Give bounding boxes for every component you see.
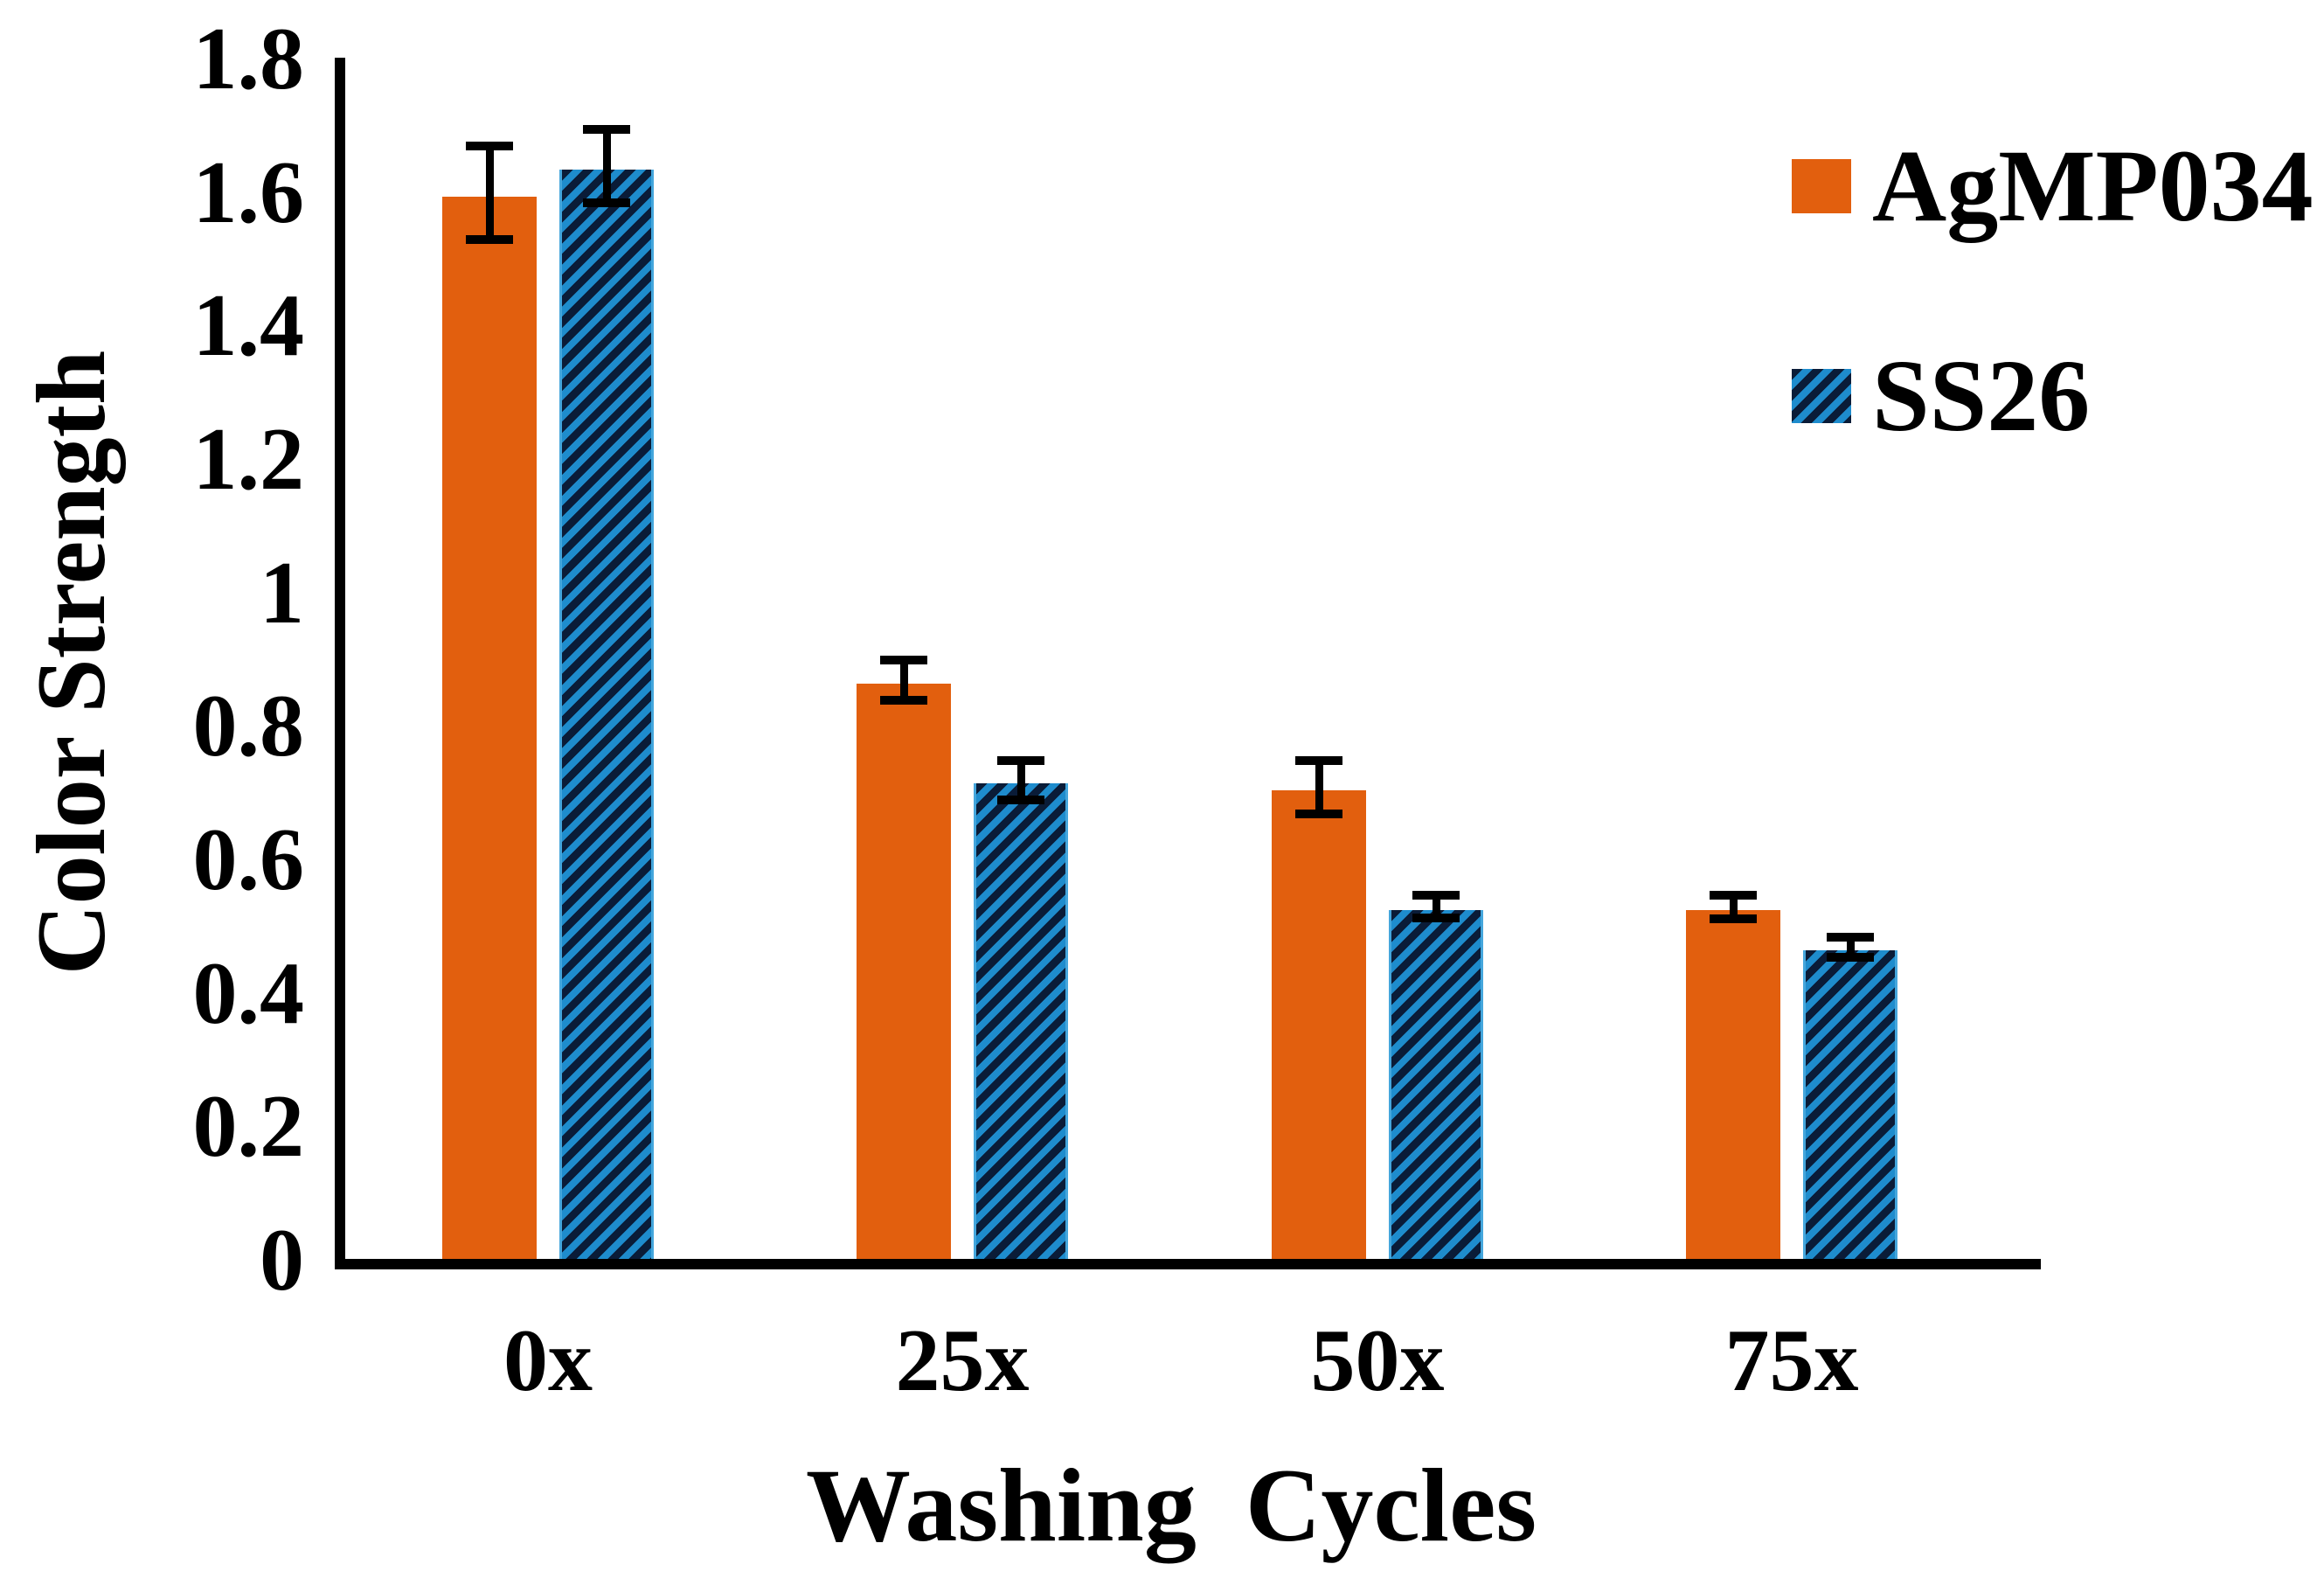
y-tick-label: 0 <box>260 1211 304 1310</box>
error-bar <box>1729 894 1738 920</box>
bar-ss26-0x <box>559 170 654 1264</box>
legend-label-ss26: SS26 <box>1872 338 2091 453</box>
error-bar-cap <box>880 656 927 664</box>
error-bar-cap <box>997 796 1044 805</box>
y-tick-label: 1 <box>260 543 304 643</box>
error-bar <box>602 129 611 204</box>
bar-agmp034-75x <box>1686 910 1780 1264</box>
error-bar-cap <box>1827 932 1874 942</box>
error-bar-cap <box>1710 890 1757 900</box>
error-bar-cap <box>880 695 927 705</box>
error-bar <box>1315 760 1323 814</box>
y-tick-label: 0.4 <box>192 943 305 1043</box>
error-bar <box>1846 936 1855 957</box>
y-tick-label: 0.8 <box>192 677 305 776</box>
error-bar-cap <box>1710 914 1757 924</box>
bar-agmp034-25x <box>857 683 951 1264</box>
x-tick-label: 25x <box>895 1311 1030 1410</box>
y-axis-line <box>335 58 345 1269</box>
error-bar <box>1432 895 1440 919</box>
legend-swatch-ss26 <box>1792 369 1851 423</box>
error-bar <box>899 660 908 700</box>
error-bar-cap <box>466 142 513 151</box>
x-tick-label: 50x <box>1310 1311 1445 1410</box>
legend-item-agmp034: AgMP034 <box>1792 135 2314 238</box>
y-tick-label: 1.6 <box>192 143 305 242</box>
x-tick-label: 75x <box>1724 1311 1859 1410</box>
error-bar-cap <box>1412 914 1460 923</box>
x-tick-label: 0x <box>503 1311 593 1410</box>
legend-label-agmp034: AgMP034 <box>1872 129 2314 243</box>
error-bar-cap <box>1827 952 1874 962</box>
error-bar <box>1016 760 1025 801</box>
legend-swatch-agmp034 <box>1792 159 1851 213</box>
bar-agmp034-0x <box>442 196 537 1264</box>
y-tick-label: 0.2 <box>192 1077 305 1177</box>
error-bar <box>485 146 494 240</box>
error-bar-cap <box>1412 891 1460 900</box>
y-tick-label: 1.8 <box>192 10 305 108</box>
y-tick-label: 0.6 <box>192 810 305 909</box>
error-bar-cap <box>583 198 630 208</box>
x-axis-line <box>335 1259 2041 1269</box>
x-axis-title: Washing Cycles <box>805 1447 1537 1563</box>
y-tick-label: 1.4 <box>192 276 305 376</box>
error-bar-cap <box>1295 809 1342 818</box>
error-bar-cap <box>1295 755 1342 765</box>
bar-ss26-50x <box>1389 910 1483 1264</box>
error-bar-cap <box>466 235 513 245</box>
bar-ss26-25x <box>974 783 1068 1264</box>
error-bar-cap <box>997 755 1044 765</box>
bar-agmp034-50x <box>1272 790 1366 1264</box>
y-tick-label: 1.2 <box>192 410 305 509</box>
bar-ss26-75x <box>1803 950 1897 1264</box>
error-bar-cap <box>583 125 630 135</box>
legend-item-ss26: SS26 <box>1792 344 2090 448</box>
